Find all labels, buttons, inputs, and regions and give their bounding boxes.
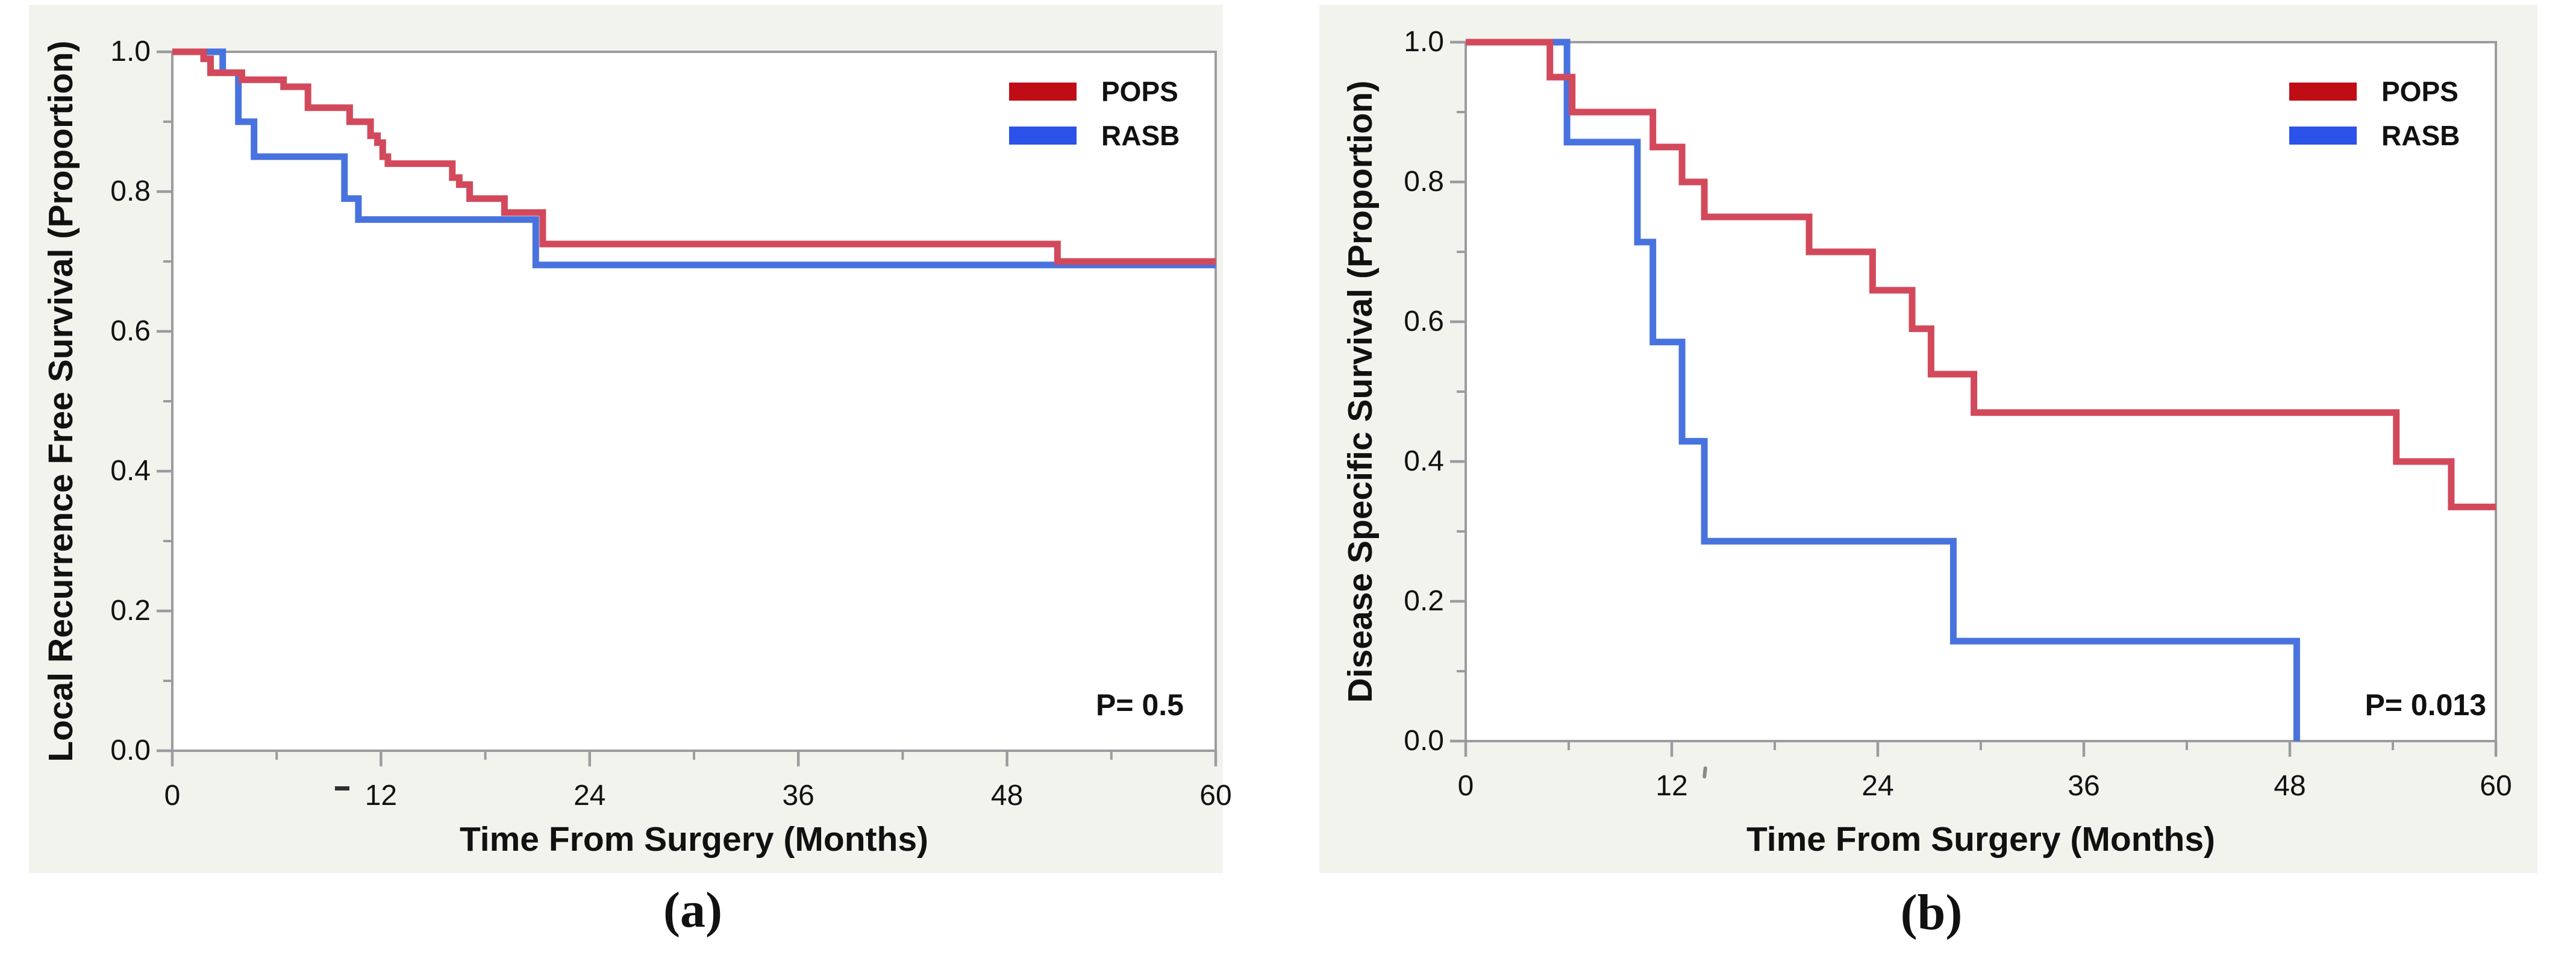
y-tick-label: 0.8	[110, 175, 151, 207]
x-tick-label: 60	[1199, 780, 1232, 812]
x-tick-label: 24	[1862, 770, 1894, 802]
km-curve-pops	[1466, 39, 2496, 510]
panel-b-svg	[1450, 39, 2498, 757]
x-tick-label: 0	[164, 780, 181, 812]
stray-dash-mark	[335, 786, 349, 791]
km-curve-rasb	[1466, 39, 2300, 741]
panel-a-canvas: Local Recurrence Free Survival (Proporti…	[29, 5, 1232, 873]
plot-frame	[1465, 41, 2497, 742]
panel-b-caption: (b)	[1900, 884, 1963, 941]
y-tick-label: 0.6	[1404, 305, 1444, 337]
y-tick-label: 0.6	[110, 315, 151, 347]
y-tick-label: 1.0	[1404, 26, 1444, 58]
x-tick-label: 48	[990, 780, 1024, 812]
y-tick-label: 0.4	[1404, 445, 1444, 477]
panel-a-x-axis-title: Time From Surgery (Months)	[459, 820, 929, 859]
y-tick-label: 0.4	[110, 455, 151, 487]
x-tick-label: 36	[782, 780, 814, 812]
panel-a-caption: (a)	[663, 882, 722, 938]
x-tick-label: 60	[2480, 770, 2512, 802]
y-tick-label: 1.0	[110, 36, 151, 67]
panel-a-y-axis-title: Local Recurrence Free Survival (Proporti…	[42, 40, 80, 762]
x-tick-label: 12	[1655, 770, 1688, 802]
y-tick-label: 0.0	[110, 734, 151, 766]
panel-b-p-value: P= 0.013	[2365, 688, 2486, 722]
panel-a-svg	[157, 48, 1218, 766]
x-tick-label: 48	[2274, 770, 2306, 802]
panel-b-x-axis-title: Time From Surgery (Months)	[1746, 820, 2216, 859]
x-tick-label: 36	[2068, 770, 2100, 802]
panel-b-canvas: Disease Specific Survival (Proportion) T…	[1319, 5, 2537, 873]
x-tick-label: 24	[574, 780, 606, 812]
y-tick-label: 0.8	[1404, 166, 1444, 198]
km-curve-pops	[172, 48, 1216, 265]
panel-a-p-value: P= 0.5	[1096, 688, 1184, 722]
x-tick-label: 12	[364, 780, 398, 812]
y-tick-label: 0.2	[1404, 585, 1444, 617]
x-tick-label: 0	[1457, 770, 1474, 802]
y-tick-label: 0.2	[110, 595, 151, 627]
plot-frame	[171, 51, 1217, 752]
plot-area	[1466, 42, 2496, 741]
y-tick-label: 0.0	[1404, 725, 1444, 757]
